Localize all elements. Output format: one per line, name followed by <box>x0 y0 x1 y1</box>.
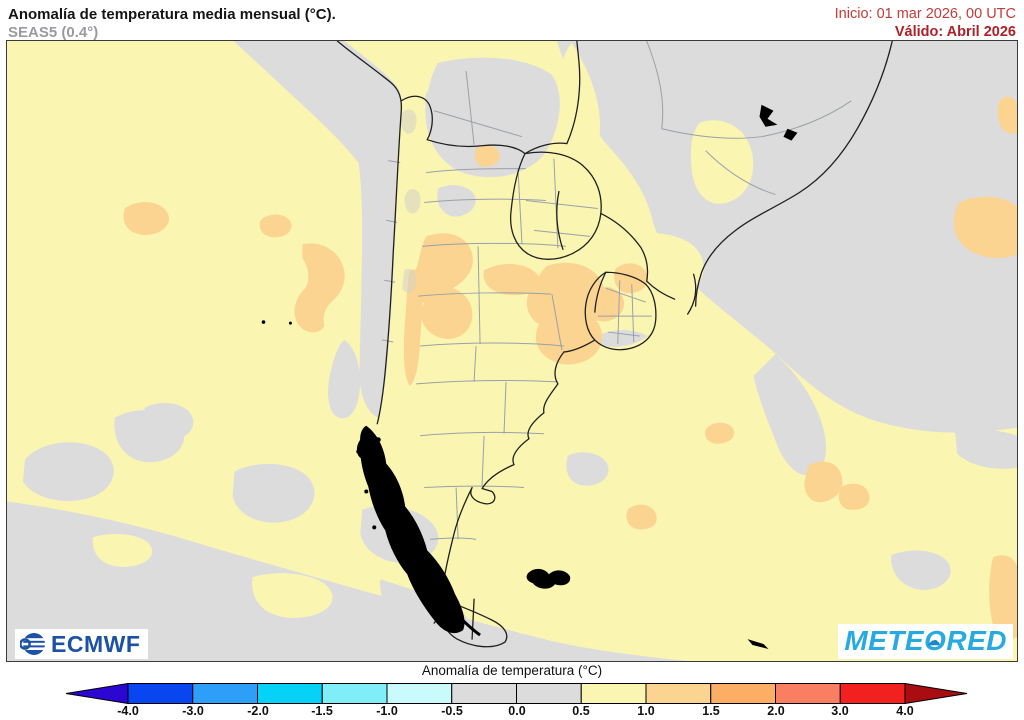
anomaly-map: ECMWF METEO ☁ RED <box>6 40 1018 662</box>
orange-anomaly-regions <box>123 96 1017 640</box>
colorbar-right-arrow <box>904 683 968 704</box>
cloud-icon: ☁ <box>927 633 941 648</box>
argentina-coastline <box>443 351 565 606</box>
tick-label: -0.5 <box>441 704 463 718</box>
valid-date-label: Válido: Abril 2026 <box>894 24 1016 40</box>
terrain-shading <box>400 109 421 294</box>
meteored-wordmark: METEO ☁ RED <box>844 625 1007 656</box>
brazil-coastline <box>694 41 893 307</box>
province-borders <box>382 41 852 540</box>
fjords-and-islands <box>261 104 798 650</box>
tick-label: 2.0 <box>767 704 785 718</box>
tick-label: -4.0 <box>117 704 139 718</box>
colorbar-ticks: -4.0 -3.0 -2.0 -1.5 -1.0 -0.5 0.0 0.5 1.… <box>65 704 968 720</box>
chile-coastline <box>336 41 403 425</box>
meteored-logo: METEO ☁ RED <box>838 624 1013 659</box>
colorbar-left-arrow <box>65 683 129 704</box>
patagonian-fjords <box>360 425 465 634</box>
juan-fernandez-island <box>261 320 266 324</box>
colorbar-title: Anomalía de temperatura (°C) <box>421 663 603 678</box>
south-georgia <box>747 639 769 650</box>
colorbar <box>65 683 968 704</box>
country-borders <box>336 41 893 648</box>
tick-label: 0.5 <box>572 704 590 718</box>
tick-label: -1.0 <box>376 704 398 718</box>
tick-label: 3.0 <box>831 704 849 718</box>
gray-anomaly-regions <box>7 41 1017 661</box>
tick-label: -1.5 <box>311 704 333 718</box>
uruguay-border <box>584 271 657 351</box>
tick-label: -2.0 <box>247 704 269 718</box>
model-subtitle: SEAS5 (0.4°) <box>8 24 99 41</box>
ecmwf-logo-icon <box>20 633 46 655</box>
ecmwf-logo: ECMWF <box>15 629 149 659</box>
page-title: Anomalía de temperatura media mensual (°… <box>8 6 336 23</box>
paraguay-border <box>509 151 602 260</box>
init-date-label: Inicio: 01 mar 2026, 00 UTC <box>834 6 1016 22</box>
tick-label: 0.0 <box>508 704 526 718</box>
tick-label: 4.0 <box>896 704 914 718</box>
falkland-islands <box>526 568 571 589</box>
tick-label: 1.5 <box>702 704 720 718</box>
tick-label: 1.0 <box>637 704 655 718</box>
basemap-svg <box>7 41 1017 661</box>
tick-label: -3.0 <box>182 704 204 718</box>
ecmwf-wordmark: ECMWF <box>51 630 141 657</box>
